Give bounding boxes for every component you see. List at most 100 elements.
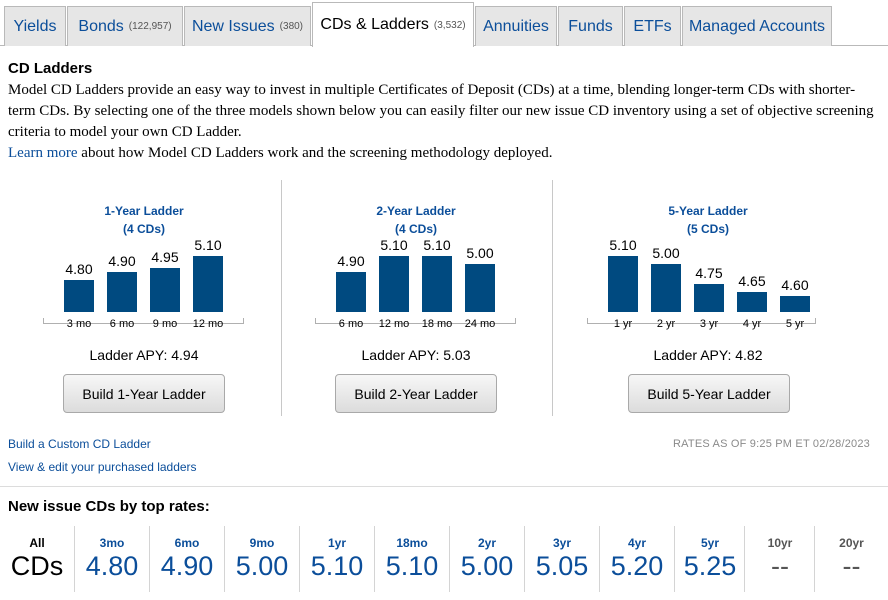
bar-value-label: 4.95 [151,249,179,265]
tab-label: Managed Accounts [688,17,826,35]
rate-value: 4.90 [160,551,214,581]
view-purchased-ladders-link[interactable]: View & edit your purchased ladders [8,460,197,474]
ladder-title: 1-Year Ladder [104,204,184,218]
panel-divider [281,180,282,416]
panel-divider [552,180,553,416]
bar-term-label: 18 mo [421,318,453,330]
rate-term-label: 2yr [477,536,497,550]
rate-cell-1yr[interactable]: 1yr 5.10 [300,526,374,592]
tab-label: Yields [13,17,57,35]
bar-value-label: 4.90 [108,253,136,269]
rate-cell-9mo[interactable]: 9mo 5.00 [225,526,299,592]
rate-term-label: 18mo [396,536,428,550]
rate-term-label: 3mo [99,536,125,550]
bar-term-label: 6 mo [109,318,135,330]
chart-axis [587,323,815,324]
rate-cell-3yr[interactable]: 3yr 5.05 [525,526,599,592]
ladder-panel-1-year: 1-Year Ladder (4 CDs) 4.80 3 mo 4.90 6 mo 4.… [8,200,280,420]
chart-bar [193,256,223,312]
ladder-apy: Ladder APY: 4.82 [653,347,763,363]
tab-label: ETFs [633,17,672,35]
tab-managed-accounts[interactable]: Managed Accounts [682,6,832,46]
rate-cell-separator [524,526,525,592]
rate-term-label: All [29,536,45,550]
rate-term-label: 6mo [174,536,200,550]
chart-bar [107,272,137,312]
build-1-year-ladder-button[interactable]: Build 1-Year Ladder [63,374,225,413]
bar-value-label: 5.10 [194,237,222,253]
tab-bar: Yields Bonds (122,957) New Issues (380) CD… [0,0,888,47]
ladder-title: 2-Year Ladder [376,204,456,218]
rate-term-label: 3yr [552,536,572,550]
section-divider [0,486,888,487]
tab-annuities[interactable]: Annuities [475,6,557,46]
rate-term-label: 10yr [767,536,793,550]
rate-term-label: 9mo [249,536,275,550]
chart-axis-tick [315,318,316,324]
ladder-title: 5-Year Ladder [668,204,748,218]
chart-axis-tick [515,318,516,324]
tab-label: CDs & Ladders [320,16,429,33]
ladder-panel-2-year: 2-Year Ladder (4 CDs) 4.90 6 mo 5.10 12 mo 5… [280,200,552,420]
rate-value: 5.00 [460,551,514,581]
bar-value-label: 5.00 [652,245,680,261]
chart-bar [64,280,94,312]
rate-term-label: 5yr [700,536,720,550]
tab-yields[interactable]: Yields [4,6,66,46]
rate-value: -- [842,551,861,581]
tab-bonds[interactable]: Bonds (122,957) [67,6,183,46]
intro-paragraph: Model CD Ladders provide an easy way to … [8,82,874,140]
bar-term-label: 1 yr [613,318,633,330]
chart-bar [651,264,681,312]
rate-cell-separator [299,526,300,592]
tab-etfs[interactable]: ETFs [624,6,681,46]
build-5-year-ladder-button[interactable]: Build 5-Year Ladder [628,374,790,413]
tab-new-issues[interactable]: New Issues (380) [184,6,311,46]
chart-bar [150,268,180,312]
rate-cell-6mo[interactable]: 6mo 4.90 [150,526,224,592]
rate-cell-3mo[interactable]: 3mo 4.80 [75,526,149,592]
ladder-subtitle: (5 CDs) [686,222,729,236]
build-custom-ladder-link[interactable]: Build a Custom CD Ladder [8,437,151,451]
bar-term-label: 12 mo [378,318,410,330]
learn-more-link[interactable]: Learn more [8,145,78,161]
chart-bar [737,292,767,312]
ladder-subtitle: (4 CDs) [394,222,437,236]
top-rates-row: All CDs 3mo 4.80 6mo 4.90 9mo 5.00 1yr 5.10 18mo 5.… [0,526,888,592]
bar-term-label: 3 yr [699,318,719,330]
rate-cell-18mo[interactable]: 18mo 5.10 [375,526,449,592]
rate-value: 5.20 [610,551,664,581]
rate-cell-separator [149,526,150,592]
ladder-apy: Ladder APY: 5.03 [361,347,471,363]
rate-term-label: 1yr [327,536,347,550]
rate-term-label: 4yr [627,536,647,550]
bar-term-label: 12 mo [192,318,224,330]
tab-label: New Issues [191,17,275,35]
rate-cell-20yr[interactable]: 20yr -- [815,526,888,592]
tab-cds-ladders[interactable]: CDs & Ladders (3,532) [312,2,474,47]
bar-term-label: 6 mo [338,318,364,330]
chart-bar [694,284,724,312]
ladder-panel-5-year: 5-Year Ladder (5 CDs) 5.10 1 yr 5.00 2 yr 4.… [572,200,844,420]
rate-value: 5.05 [535,551,589,581]
bar-term-label: 3 mo [66,318,92,330]
chart-bar [465,264,495,312]
bar-value-label: 5.10 [380,237,408,253]
rate-cell-5yr[interactable]: 5yr 5.25 [675,526,745,592]
rate-cell-2yr[interactable]: 2yr 5.00 [450,526,524,592]
rate-cell-4yr[interactable]: 4yr 5.20 [600,526,674,592]
chart-axis-tick [243,318,244,324]
rate-term-label: 20yr [839,536,864,550]
rate-cell-10yr[interactable]: 10yr -- [745,526,815,592]
chart-bar [608,256,638,312]
bar-term-label: 5 yr [785,318,805,330]
build-2-year-ladder-button[interactable]: Build 2-Year Ladder [335,374,497,413]
tab-funds[interactable]: Funds [558,6,623,46]
rate-cell-all[interactable]: All CDs [0,526,74,592]
tab-label: Funds [568,17,613,35]
chart-axis [43,323,243,324]
ladder-apy: Ladder APY: 4.94 [89,347,199,363]
rate-cell-separator [814,526,815,592]
rate-cell-separator [744,526,745,592]
tab-count: (380) [279,21,304,32]
